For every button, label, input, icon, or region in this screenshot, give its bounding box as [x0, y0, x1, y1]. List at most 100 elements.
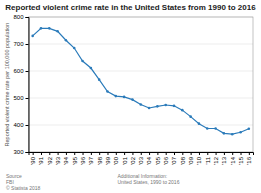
tick-mark	[116, 152, 117, 155]
plot-area	[31, 27, 250, 135]
tick-mark	[191, 152, 192, 155]
tick-mark	[174, 152, 175, 155]
tick: '07	[171, 152, 177, 165]
point	[131, 98, 134, 101]
tick: '98	[97, 152, 103, 165]
tick-mark	[182, 152, 183, 155]
tick: '91	[38, 152, 44, 165]
tick: 400	[13, 122, 28, 128]
grid-line	[29, 44, 254, 45]
tick: '06	[163, 152, 169, 165]
tick-label: '91	[38, 156, 44, 164]
tick-mark	[58, 152, 59, 155]
tick-label: '02	[130, 156, 136, 164]
text-line: Reported violent crime rate per 100,000 …	[4, 23, 10, 147]
grid-line	[29, 71, 254, 72]
tick: '04	[146, 152, 152, 165]
tick-mark	[149, 152, 150, 155]
tick-mark	[26, 17, 29, 18]
tick-mark	[132, 152, 133, 155]
tick: '05	[155, 152, 161, 165]
tick: '14	[230, 152, 236, 165]
tick-mark	[216, 152, 217, 155]
tick-mark	[241, 152, 242, 155]
tick: '93	[55, 152, 61, 165]
tick: 600	[13, 68, 28, 74]
point	[156, 105, 159, 108]
tick-label: 700	[13, 41, 24, 47]
annotation: SourceFBI© Statista 2018	[6, 173, 40, 191]
tick-label: 600	[13, 68, 24, 74]
tick-mark	[232, 152, 233, 155]
tick: '00	[113, 152, 119, 165]
tick-mark	[83, 152, 84, 155]
tick-mark	[26, 98, 29, 99]
tick-mark	[74, 152, 75, 155]
tick: '08	[180, 152, 186, 165]
tick-label: '90	[30, 156, 36, 164]
tick-mark	[99, 152, 100, 155]
tick: 700	[13, 41, 28, 47]
tick: '16	[246, 152, 252, 165]
tick-label: 800	[13, 14, 24, 20]
tick: '97	[88, 152, 94, 165]
grid	[29, 17, 254, 152]
tick-mark	[41, 152, 42, 155]
tick-label: '11	[205, 156, 211, 164]
point	[106, 90, 109, 93]
tick: '11	[205, 152, 211, 164]
tick: '96	[80, 152, 86, 165]
point	[248, 127, 251, 130]
point	[98, 78, 101, 81]
tick-mark	[26, 125, 29, 126]
point	[214, 127, 217, 130]
tick: 300	[13, 149, 28, 155]
tick-label: '10	[196, 156, 202, 164]
tick-label: '15	[238, 156, 244, 164]
tick-mark	[49, 152, 50, 155]
axis-domain	[29, 153, 254, 156]
tick: '09	[188, 152, 194, 165]
tick: '90	[30, 152, 36, 165]
point	[198, 122, 201, 125]
point	[206, 127, 209, 130]
axis-domain	[26, 18, 30, 153]
point	[81, 60, 84, 63]
tick: '12	[213, 152, 219, 165]
tick-label: 500	[13, 95, 24, 101]
tick: '01	[122, 152, 128, 165]
tick-label: '98	[97, 156, 103, 164]
point	[181, 109, 184, 112]
tick-label: '95	[72, 156, 78, 164]
tick-label: '07	[171, 156, 177, 164]
point	[189, 115, 192, 118]
grid-line	[29, 98, 254, 99]
text-line: Reported violent crime rate in the Unite…	[5, 3, 256, 12]
tick-mark	[26, 71, 29, 72]
line	[33, 28, 249, 134]
tick-mark	[141, 152, 142, 155]
point	[223, 132, 226, 135]
tick: '15	[238, 152, 244, 165]
tick-mark	[249, 152, 250, 155]
chart: Reported violent crime rate in the Unite…	[0, 0, 261, 193]
tick: '10	[196, 152, 202, 165]
point	[31, 35, 34, 38]
tick: 800	[13, 14, 28, 20]
point	[139, 103, 142, 106]
tick-mark	[199, 152, 200, 155]
plot-frame	[29, 17, 254, 152]
tick-label: '00	[113, 156, 119, 164]
tick-label: 400	[13, 122, 24, 128]
tick-mark	[166, 152, 167, 155]
tick-label: '92	[47, 156, 53, 164]
x-axis: '90'91'92'93'94'95'96'97'98'99'00'01'02'…	[29, 152, 254, 165]
tick-label: '97	[88, 156, 94, 164]
text-line: United States, 1990 to 2016	[117, 179, 179, 185]
tick-mark	[91, 152, 92, 155]
annotation: Additional Information:United States, 19…	[117, 173, 179, 185]
tick-label: 300	[13, 149, 24, 155]
point	[239, 131, 242, 134]
tick: '13	[221, 152, 227, 165]
tick: '99	[105, 152, 111, 165]
